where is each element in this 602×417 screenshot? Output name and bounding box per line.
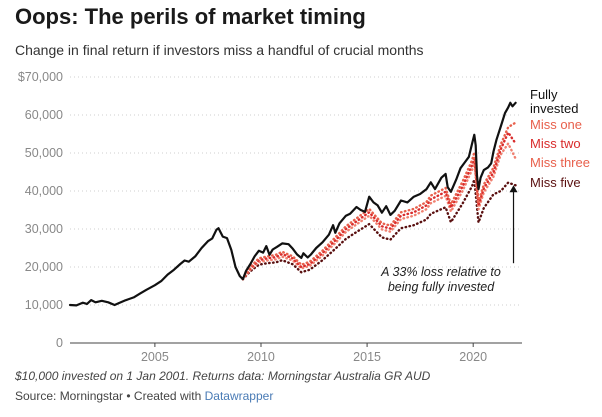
series-label: Miss five	[530, 175, 581, 190]
x-tick-label: 2015	[353, 350, 381, 364]
x-axis-ticks: 2005 2010 2015 2020	[141, 343, 487, 364]
y-tick-label: $70,000	[18, 70, 63, 84]
annotation-arrowhead	[509, 185, 518, 193]
series-label: invested	[530, 101, 578, 116]
annotation-text: A 33% loss relative to	[380, 265, 501, 279]
datawrapper-link[interactable]: Datawrapper	[204, 389, 274, 403]
y-tick-label: 20,000	[25, 260, 63, 274]
series-line-fully-invested	[68, 101, 517, 307]
series-lines	[68, 101, 517, 307]
series-line-miss-two	[241, 131, 517, 281]
y-tick-label: 50,000	[25, 146, 63, 160]
series-line-miss-five	[241, 178, 517, 281]
gridlines	[70, 76, 522, 344]
source-text: Source: Morningstar • Created with	[15, 389, 205, 403]
y-tick-label: 60,000	[25, 108, 63, 122]
y-tick-label: 40,000	[25, 184, 63, 198]
chart-subtitle: Change in final return if investors miss…	[15, 42, 424, 58]
x-tick-label: 2010	[247, 350, 275, 364]
chart-source: Source: Morningstar • Created with Dataw…	[15, 389, 273, 403]
series-label: Miss one	[530, 117, 582, 132]
series-line-miss-three	[241, 142, 517, 281]
series-label: Miss two	[530, 136, 581, 151]
y-tick-label: 10,000	[25, 298, 63, 312]
chart-title: Oops: The perils of market timing	[15, 4, 366, 29]
x-tick-label: 2020	[459, 350, 487, 364]
series-label: Fully	[530, 87, 558, 102]
y-tick-label: 0	[56, 336, 63, 350]
y-axis-ticks: 0 10,000 20,000 30,000 40,000 50,000 60,000 $70…	[18, 70, 63, 350]
chart-notes: $10,000 invested on 1 Jan 2001. Returns …	[15, 369, 431, 383]
y-tick-label: 30,000	[25, 222, 63, 236]
series-label: Miss three	[530, 155, 590, 170]
x-tick-label: 2005	[141, 350, 169, 364]
series-line-miss-one	[241, 121, 517, 281]
annotation-text: being fully invested	[388, 280, 495, 294]
